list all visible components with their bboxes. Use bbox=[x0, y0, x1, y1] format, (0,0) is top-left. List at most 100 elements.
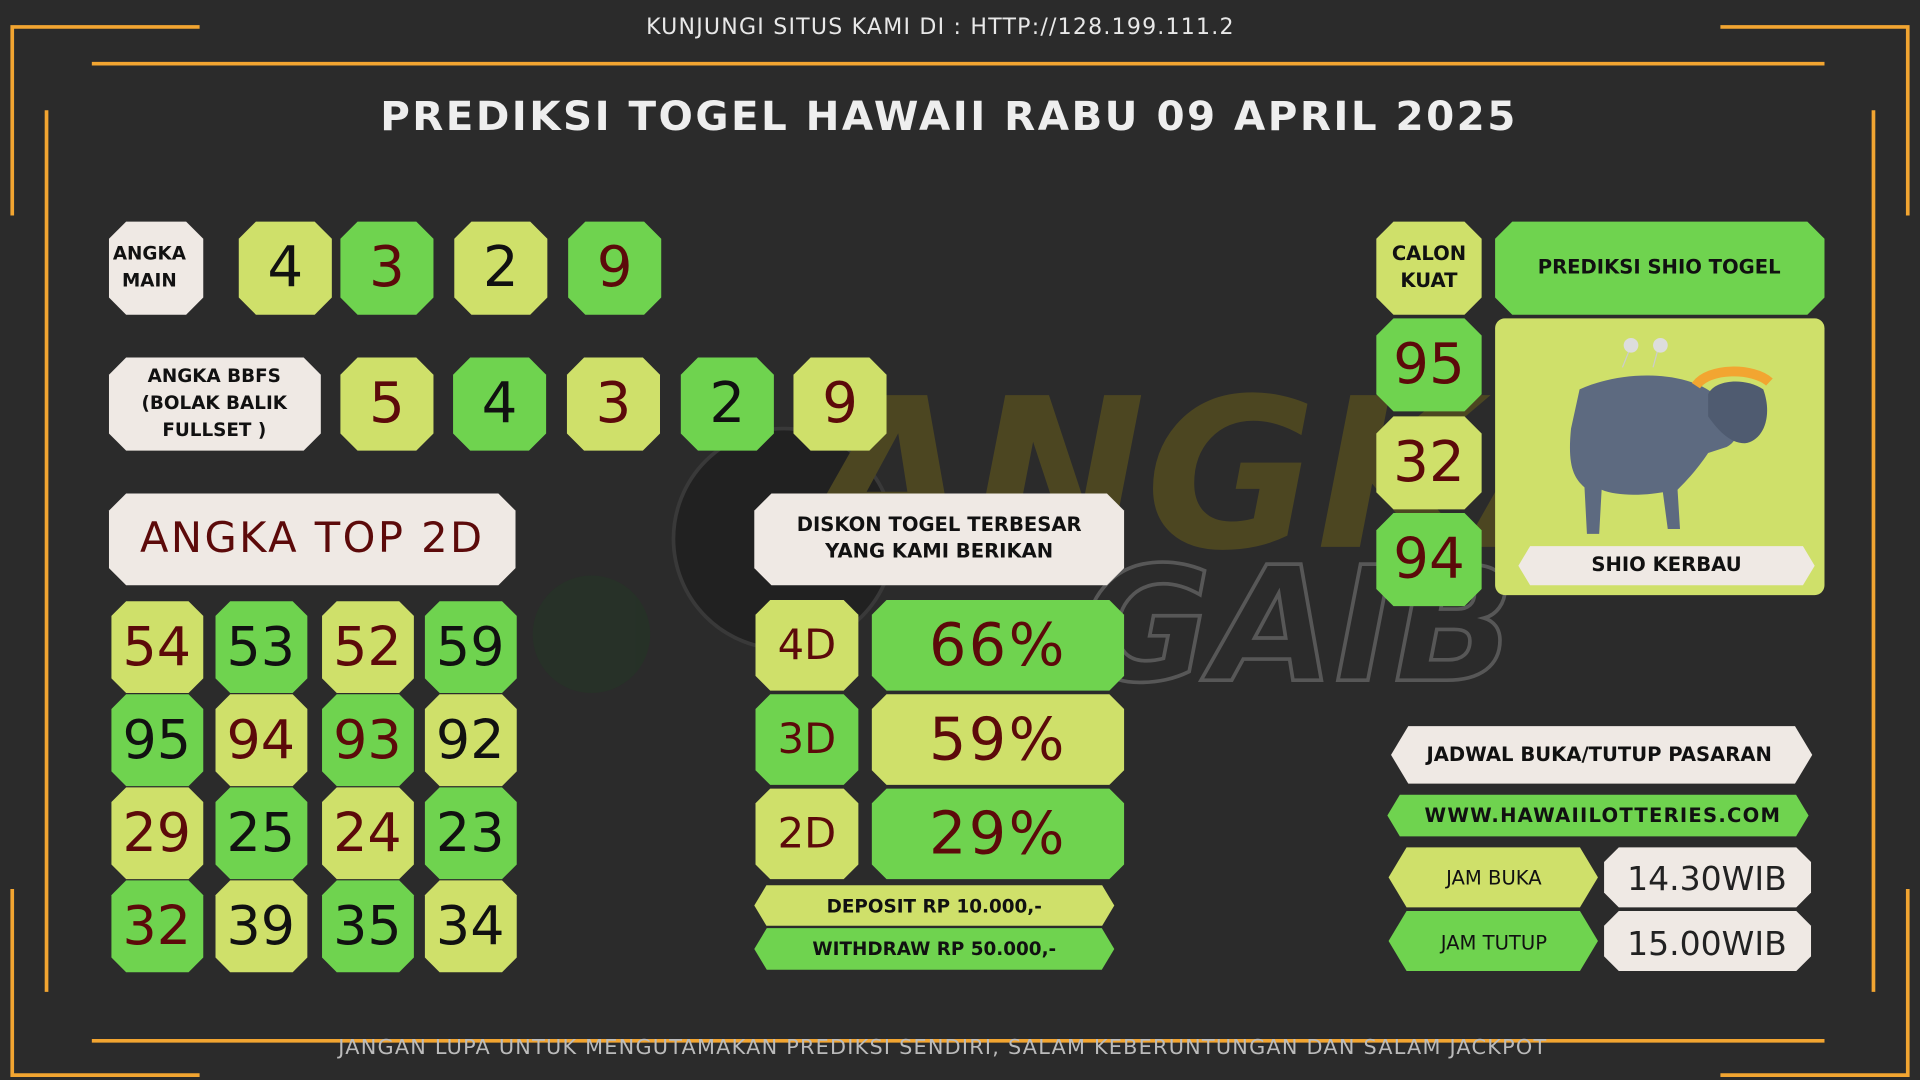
label-box bbox=[108, 493, 516, 586]
angka-main-number: 4 bbox=[267, 235, 303, 300]
website-box bbox=[1387, 794, 1809, 837]
top-2d-number: 34 bbox=[436, 894, 505, 957]
number-box bbox=[454, 221, 548, 315]
number-box bbox=[568, 221, 662, 315]
number-box bbox=[322, 880, 414, 973]
number-box bbox=[1376, 416, 1482, 510]
number-box bbox=[322, 787, 414, 880]
jam-tutup: 15.00WIB bbox=[1627, 924, 1787, 963]
diskon-type-box bbox=[755, 600, 859, 691]
top-2d-number: 54 bbox=[122, 615, 191, 678]
top-2d-number: 35 bbox=[333, 894, 402, 957]
footer-note: JANGAN LUPA UNTUK MENGUTAMAKAN PREDIKSI … bbox=[336, 1035, 1547, 1059]
top-2d-number: 32 bbox=[122, 894, 191, 957]
number-box bbox=[238, 221, 332, 315]
label-box bbox=[108, 221, 204, 315]
calon-kuat-label: KUAT bbox=[1400, 269, 1458, 292]
jam-tutup-label-box bbox=[1388, 911, 1598, 972]
diskon-label: YANG KAMI BERIKAN bbox=[824, 540, 1053, 563]
top-2d-number: 95 bbox=[122, 708, 191, 771]
buffalo-part bbox=[1569, 375, 1740, 534]
top-2d-number: 29 bbox=[122, 801, 191, 864]
jam-tutup-box bbox=[1604, 911, 1812, 972]
number-box bbox=[424, 880, 517, 973]
bbfs-label: FULLSET ) bbox=[162, 420, 266, 441]
top-2d-number: 39 bbox=[227, 894, 296, 957]
number-box bbox=[424, 694, 517, 787]
diskon-value-box bbox=[871, 600, 1125, 691]
top-2d-number: 92 bbox=[436, 708, 505, 771]
number-box bbox=[322, 601, 414, 694]
number-box bbox=[1376, 513, 1482, 607]
top-2d-number: 24 bbox=[333, 801, 402, 864]
jadwal-title: JADWAL BUKA/TUTUP PASARAN bbox=[1424, 743, 1771, 766]
shio-name: SHIO KERBAU bbox=[1591, 553, 1741, 576]
diskon-value-box bbox=[871, 788, 1125, 880]
top-2d-number: 59 bbox=[436, 615, 505, 678]
top-2d-number: 93 bbox=[333, 708, 402, 771]
withdraw-box bbox=[754, 928, 1115, 970]
top-2d-number: 53 bbox=[227, 615, 296, 678]
site-link: KUNJUNGI SITUS KAMI DI : HTTP://128.199.… bbox=[646, 15, 1235, 40]
number-box bbox=[424, 601, 517, 694]
buffalo-part bbox=[1691, 366, 1773, 389]
bird bbox=[1653, 337, 1668, 353]
number-box bbox=[111, 694, 204, 787]
diskon-value: 66% bbox=[929, 610, 1067, 679]
bbfs-number: 3 bbox=[596, 371, 632, 436]
number-box bbox=[111, 787, 204, 880]
bbfs-label: (BOLAK BALIK bbox=[142, 393, 288, 414]
diskon-type: 4D bbox=[778, 620, 837, 669]
label-box bbox=[754, 493, 1125, 586]
number-box bbox=[111, 601, 204, 694]
label-box bbox=[1376, 221, 1482, 315]
buffalo-part bbox=[1708, 381, 1768, 444]
number-box bbox=[215, 694, 308, 787]
number-box bbox=[566, 357, 660, 451]
page-title: PREDIKSI TOGEL HAWAII RABU 09 APRIL 2025 bbox=[380, 92, 1518, 140]
angka-main-number: 3 bbox=[369, 235, 405, 300]
top-2d-number: 25 bbox=[227, 801, 296, 864]
angka-main-label: ANGKA bbox=[113, 244, 187, 265]
diskon-type-box bbox=[755, 694, 859, 785]
calon-kuat-number: 32 bbox=[1393, 430, 1465, 495]
diskon-type: 3D bbox=[778, 714, 837, 763]
website-text: WWW.HAWAIILOTTERIES.COM bbox=[1425, 804, 1782, 827]
top-2d-title: ANGKA TOP 2D bbox=[140, 513, 485, 562]
number-box bbox=[340, 221, 434, 315]
number-box bbox=[215, 787, 308, 880]
frame bbox=[10, 25, 1910, 1077]
diskon-label: DISKON TOGEL TERBESAR bbox=[797, 513, 1082, 536]
calon-kuat-number: 95 bbox=[1393, 332, 1465, 397]
bbfs-number: 4 bbox=[482, 371, 518, 436]
calon-kuat-label: CALON bbox=[1392, 242, 1466, 265]
number-box bbox=[322, 694, 414, 787]
jam-buka-label: JAM BUKA bbox=[1444, 867, 1542, 890]
angka-main-number: 9 bbox=[597, 235, 633, 300]
diskon-value-box bbox=[871, 694, 1125, 785]
number-box bbox=[111, 880, 204, 973]
diskon-type-box bbox=[755, 788, 859, 880]
shio-title-box bbox=[1495, 221, 1825, 315]
calon-kuat-number: 94 bbox=[1393, 527, 1465, 592]
shio-name-box bbox=[1518, 546, 1815, 586]
number-box bbox=[453, 357, 547, 451]
angka-main-label: MAIN bbox=[122, 271, 177, 292]
bbfs-number: 2 bbox=[709, 371, 745, 436]
jam-tutup-label: JAM TUTUP bbox=[1439, 932, 1548, 955]
number-box bbox=[424, 787, 517, 880]
number-box bbox=[215, 880, 308, 973]
diskon-type: 2D bbox=[778, 808, 837, 857]
withdraw-text: WITHDRAW RP 50.000,- bbox=[812, 939, 1056, 960]
angka-main-number: 2 bbox=[483, 235, 519, 300]
bbfs-number: 9 bbox=[822, 371, 858, 436]
jam-buka: 14.30WIB bbox=[1627, 859, 1787, 898]
shio-title: PREDIKSI SHIO TOGEL bbox=[1538, 256, 1781, 279]
label-box bbox=[108, 357, 321, 451]
deposit-text: DEPOSIT RP 10.000,- bbox=[827, 896, 1042, 917]
number-box bbox=[680, 357, 774, 451]
bird bbox=[1623, 337, 1639, 353]
number-box bbox=[215, 601, 308, 694]
